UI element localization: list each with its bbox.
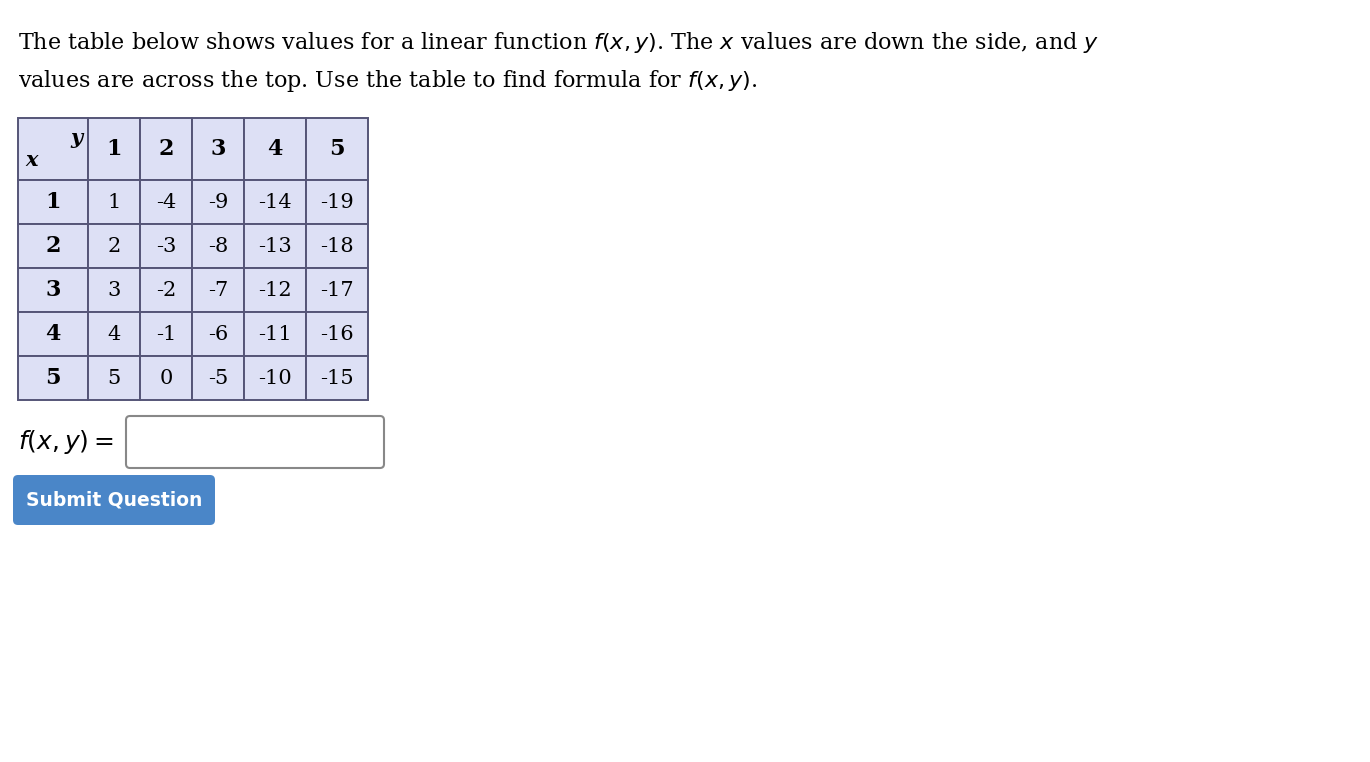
Text: -15: -15 xyxy=(321,369,353,388)
Text: 3: 3 xyxy=(211,138,226,160)
Text: 1: 1 xyxy=(107,193,121,212)
Text: -11: -11 xyxy=(258,325,292,344)
Bar xyxy=(244,312,306,356)
Text: 2: 2 xyxy=(45,235,60,257)
Bar xyxy=(140,268,192,312)
Bar xyxy=(88,268,140,312)
Text: 5: 5 xyxy=(107,369,121,388)
Text: 4: 4 xyxy=(267,138,282,160)
Bar xyxy=(192,118,244,180)
Bar xyxy=(306,356,369,400)
Bar xyxy=(306,224,369,268)
Text: -1: -1 xyxy=(156,325,177,344)
Text: 3: 3 xyxy=(107,280,121,299)
Text: 5: 5 xyxy=(329,138,345,160)
Text: -18: -18 xyxy=(321,236,353,255)
Text: The table below shows values for a linear function $f(x, y)$. The $x$ values are: The table below shows values for a linea… xyxy=(18,30,1099,55)
Text: 2: 2 xyxy=(159,138,174,160)
Bar xyxy=(192,268,244,312)
Text: y: y xyxy=(70,128,82,148)
Bar xyxy=(306,180,369,224)
Bar xyxy=(244,180,306,224)
Bar xyxy=(244,268,306,312)
Text: values are across the top. Use the table to find formula for $f(x, y)$.: values are across the top. Use the table… xyxy=(18,68,758,94)
Text: 3: 3 xyxy=(45,279,60,301)
Bar xyxy=(192,312,244,356)
Text: $f(x, y) =$: $f(x, y) =$ xyxy=(18,428,114,456)
FancyBboxPatch shape xyxy=(12,475,215,525)
Text: -10: -10 xyxy=(258,369,292,388)
Text: -3: -3 xyxy=(156,236,177,255)
Bar xyxy=(88,312,140,356)
Text: -16: -16 xyxy=(321,325,353,344)
Text: 2: 2 xyxy=(107,236,121,255)
Text: 0: 0 xyxy=(159,369,173,388)
Bar xyxy=(244,118,306,180)
Text: 4: 4 xyxy=(107,325,121,344)
Text: -9: -9 xyxy=(208,193,229,212)
Bar xyxy=(244,356,306,400)
Bar xyxy=(306,268,369,312)
Text: -12: -12 xyxy=(258,280,292,299)
Text: -5: -5 xyxy=(208,369,229,388)
Text: -4: -4 xyxy=(156,193,177,212)
Text: -8: -8 xyxy=(208,236,229,255)
Text: -17: -17 xyxy=(321,280,353,299)
Bar xyxy=(306,312,369,356)
Text: x: x xyxy=(26,150,38,170)
Bar xyxy=(88,224,140,268)
Bar xyxy=(88,180,140,224)
Text: 4: 4 xyxy=(45,323,60,345)
Text: 5: 5 xyxy=(45,367,60,389)
Bar xyxy=(192,224,244,268)
Bar xyxy=(18,118,88,180)
Bar xyxy=(140,180,192,224)
Bar xyxy=(140,312,192,356)
Text: -14: -14 xyxy=(258,193,292,212)
Text: -13: -13 xyxy=(258,236,292,255)
Text: 1: 1 xyxy=(45,191,60,213)
Bar xyxy=(306,118,369,180)
Text: 1: 1 xyxy=(107,138,122,160)
Bar xyxy=(88,356,140,400)
Bar xyxy=(244,224,306,268)
Bar xyxy=(18,268,88,312)
Bar xyxy=(18,356,88,400)
Text: -19: -19 xyxy=(321,193,353,212)
Text: Submit Question: Submit Question xyxy=(26,491,203,510)
Text: -6: -6 xyxy=(208,325,229,344)
Bar xyxy=(18,180,88,224)
Text: -7: -7 xyxy=(208,280,229,299)
FancyBboxPatch shape xyxy=(126,416,384,468)
Bar xyxy=(18,224,88,268)
Bar xyxy=(140,356,192,400)
Bar xyxy=(140,224,192,268)
Bar xyxy=(192,356,244,400)
Bar xyxy=(140,118,192,180)
Bar xyxy=(88,118,140,180)
Text: -2: -2 xyxy=(156,280,177,299)
Bar xyxy=(192,180,244,224)
Bar xyxy=(18,312,88,356)
